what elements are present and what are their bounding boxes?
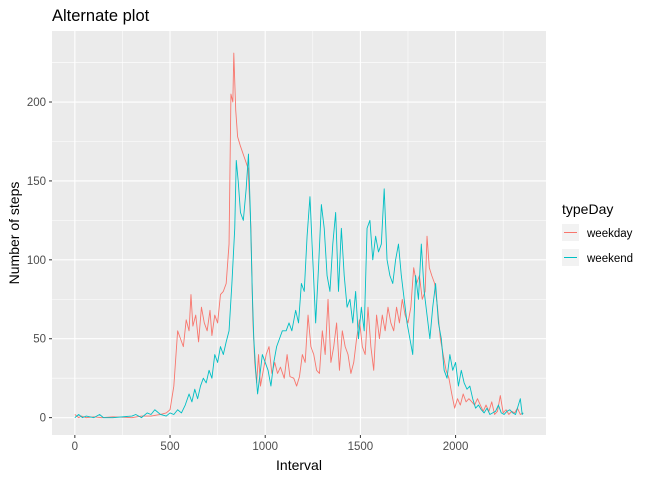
x-axis-title: Interval	[276, 457, 322, 473]
legend: typeDay weekday weekend	[562, 201, 633, 266]
y-tick-label: 150	[27, 176, 46, 188]
legend-label-weekday: weekday	[586, 228, 633, 240]
series-line-weekend	[74, 153, 524, 419]
y-axis: 0 50 100 150 200	[27, 97, 52, 425]
panel-background	[52, 31, 546, 435]
x-tick-label: 2000	[443, 441, 469, 453]
x-tick-label: 1500	[348, 441, 374, 453]
x-axis: 0 500 1000 1500 2000	[72, 435, 469, 453]
legend-label-weekend: weekend	[586, 253, 633, 265]
y-tick-label: 0	[40, 413, 46, 425]
x-tick-label: 500	[160, 441, 179, 453]
series-line-weekday	[74, 52, 524, 419]
chart-title: Alternate plot	[52, 7, 150, 25]
x-tick-label: 0	[72, 441, 78, 453]
y-tick-label: 50	[33, 334, 46, 346]
series-layer	[74, 52, 524, 419]
y-tick-label: 200	[27, 97, 46, 109]
legend-title: typeDay	[562, 201, 613, 217]
grid	[52, 31, 546, 435]
x-tick-label: 1000	[252, 441, 278, 453]
y-tick-label: 100	[27, 255, 46, 267]
y-axis-title: Number of steps	[6, 182, 22, 285]
